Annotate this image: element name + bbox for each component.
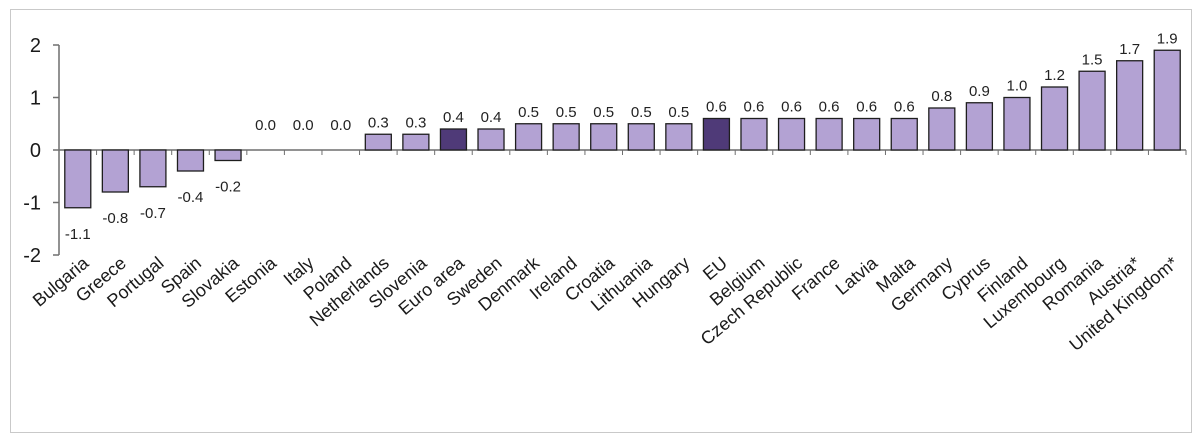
- y-tick-label: 0: [30, 140, 41, 162]
- bar-netherlands: [364, 133, 392, 151]
- data-label: 0.6: [894, 99, 915, 116]
- data-label: 0.6: [706, 99, 727, 116]
- data-label: 0.6: [819, 99, 840, 116]
- bar-croatia: [590, 123, 618, 151]
- y-tick-label: -2: [23, 245, 41, 267]
- bar-czech-republic: [777, 117, 806, 151]
- data-label: 1.5: [1082, 51, 1103, 68]
- data-label: 1.0: [1007, 78, 1028, 95]
- data-label: -0.7: [140, 205, 166, 222]
- data-label: 0.3: [405, 114, 426, 131]
- bar-greece: [101, 149, 129, 193]
- bar-cyprus: [965, 102, 994, 151]
- bar-latvia: [853, 117, 881, 151]
- bar-spain: [176, 149, 205, 172]
- category-label: Latvia: [832, 252, 882, 299]
- data-label: 0.4: [443, 109, 464, 126]
- bar-eu: [702, 117, 731, 151]
- data-label: 0.5: [518, 104, 539, 121]
- data-label: 0.0: [293, 117, 314, 134]
- bar-euro-area: [439, 128, 468, 151]
- data-label: 0.5: [593, 104, 614, 121]
- bar-slovenia: [402, 133, 430, 151]
- bar-luxembourg: [1040, 86, 1069, 151]
- data-label: 0.8: [931, 88, 952, 105]
- bar-malta: [890, 117, 918, 151]
- bars: [64, 49, 1181, 209]
- data-label: 0.5: [631, 104, 652, 121]
- data-label: 1.9: [1157, 30, 1178, 47]
- bar-portugal: [139, 149, 167, 188]
- bar-sweden: [477, 128, 505, 151]
- data-label: 0.5: [668, 104, 689, 121]
- value-labels: -1.1 -0.8 -0.7 -0.4 -0.2 0.0 0.0 0.0 0.3 0.3 0.4 0.…: [65, 30, 1178, 243]
- bar-ireland: [552, 123, 580, 151]
- bar-austria: [1116, 60, 1144, 151]
- data-label: 0.6: [781, 99, 802, 116]
- data-label: -0.8: [102, 210, 128, 227]
- data-label: 0.5: [556, 104, 577, 121]
- bar-bulgaria: [64, 149, 92, 209]
- bar-finland: [1003, 96, 1031, 151]
- data-label: 0.9: [969, 83, 990, 100]
- data-label: -0.2: [215, 179, 241, 196]
- data-label: -0.4: [178, 189, 204, 206]
- bar-slovakia: [214, 149, 242, 162]
- bar-germany: [928, 107, 956, 151]
- data-label: 0.6: [744, 99, 765, 116]
- y-axis: 2 1 0 -1 -2: [23, 35, 1187, 267]
- category-labels: BulgariaGreecePortugalSpainSlovakiaEston…: [29, 252, 1182, 355]
- bar-united-kingdom: [1153, 49, 1181, 151]
- y-tick-label: 2: [30, 35, 41, 57]
- bar-romania: [1078, 70, 1106, 151]
- bar-belgium: [740, 117, 768, 151]
- data-label: 0.4: [481, 109, 502, 126]
- data-label: 0.3: [368, 114, 389, 131]
- y-tick-label: -1: [23, 193, 41, 215]
- bar-denmark: [514, 123, 543, 151]
- data-label: 0.6: [856, 99, 877, 116]
- bar-hungary: [665, 123, 693, 151]
- data-label: 1.7: [1119, 41, 1140, 58]
- y-tick-label: 1: [30, 88, 41, 110]
- data-label: -1.1: [65, 226, 91, 243]
- bar-lithuania: [627, 123, 655, 151]
- data-label: 1.2: [1044, 67, 1065, 84]
- data-label: 0.0: [330, 117, 351, 134]
- bar-france: [815, 117, 843, 151]
- data-label: 0.0: [255, 117, 276, 134]
- chart-frame: [10, 9, 1192, 433]
